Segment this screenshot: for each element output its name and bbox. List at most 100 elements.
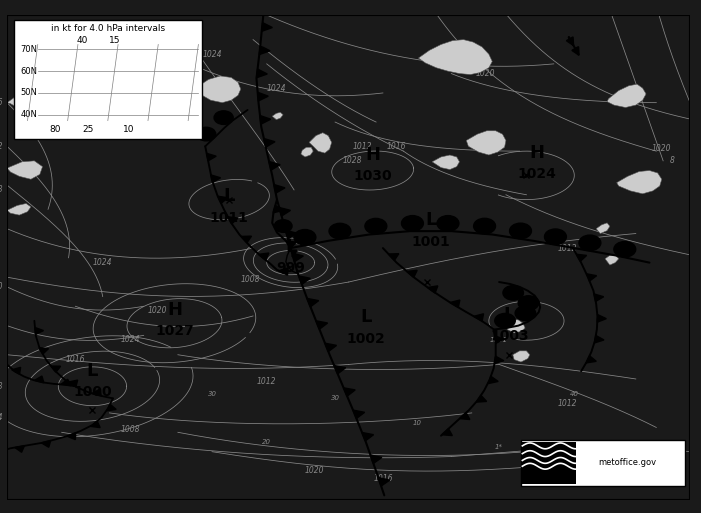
Polygon shape (197, 76, 240, 103)
Polygon shape (586, 356, 597, 363)
Text: 1008: 1008 (0, 382, 4, 391)
Polygon shape (34, 376, 43, 383)
Polygon shape (273, 205, 283, 213)
Text: H: H (529, 144, 544, 162)
Circle shape (437, 215, 459, 231)
Text: 30: 30 (331, 396, 339, 401)
Polygon shape (597, 314, 606, 322)
Text: 1002: 1002 (346, 332, 386, 346)
Circle shape (503, 286, 524, 300)
Polygon shape (495, 336, 504, 343)
Text: 1027: 1027 (155, 324, 194, 339)
Polygon shape (407, 270, 417, 277)
Polygon shape (450, 300, 460, 307)
Text: 60N: 60N (21, 67, 38, 75)
Text: L: L (504, 306, 515, 324)
Text: 1030: 1030 (353, 169, 392, 183)
Polygon shape (39, 348, 48, 354)
Polygon shape (489, 376, 498, 384)
Polygon shape (301, 147, 313, 157)
Polygon shape (286, 241, 297, 248)
Polygon shape (41, 441, 50, 447)
Polygon shape (607, 84, 646, 108)
Polygon shape (477, 396, 486, 402)
Polygon shape (370, 455, 382, 463)
Circle shape (474, 219, 496, 234)
Polygon shape (261, 23, 273, 31)
Circle shape (294, 229, 316, 245)
Polygon shape (51, 366, 61, 372)
Circle shape (495, 313, 515, 328)
Text: L: L (425, 211, 437, 229)
Polygon shape (466, 131, 506, 155)
Polygon shape (7, 161, 43, 179)
Circle shape (274, 220, 292, 232)
Polygon shape (92, 389, 102, 396)
Polygon shape (474, 314, 484, 321)
Text: 999: 999 (276, 262, 305, 275)
Circle shape (579, 235, 601, 251)
Polygon shape (513, 351, 530, 362)
Text: 1016: 1016 (387, 142, 407, 151)
Polygon shape (15, 446, 25, 452)
Polygon shape (274, 185, 285, 193)
Polygon shape (316, 321, 327, 329)
Text: 1024: 1024 (267, 84, 287, 93)
Circle shape (518, 296, 538, 310)
Circle shape (365, 219, 387, 234)
Polygon shape (7, 90, 36, 108)
Polygon shape (418, 40, 492, 74)
Polygon shape (207, 153, 216, 161)
Polygon shape (279, 207, 290, 216)
Polygon shape (12, 367, 20, 374)
Polygon shape (594, 336, 604, 343)
Text: 1*: 1* (495, 444, 503, 450)
Text: 1024: 1024 (203, 50, 222, 59)
Polygon shape (218, 196, 228, 203)
Text: 1004: 1004 (0, 413, 4, 422)
Polygon shape (596, 223, 610, 233)
Text: 1036: 1036 (0, 98, 4, 107)
Text: 1012: 1012 (558, 399, 577, 408)
Polygon shape (334, 366, 346, 374)
Text: 1003: 1003 (490, 329, 529, 343)
Text: 10: 10 (123, 125, 135, 134)
Text: 1001: 1001 (411, 235, 450, 249)
Text: L: L (87, 362, 98, 380)
Polygon shape (353, 410, 365, 419)
Bar (521, 440, 685, 486)
Text: 1020: 1020 (0, 282, 4, 291)
Text: 50N: 50N (21, 88, 38, 97)
Polygon shape (269, 162, 280, 170)
Text: 1012: 1012 (257, 377, 276, 386)
Text: 10: 10 (413, 420, 421, 426)
Text: 1016: 1016 (373, 473, 393, 483)
Polygon shape (279, 268, 288, 275)
Text: 80: 80 (49, 125, 60, 134)
Text: 1020: 1020 (476, 69, 495, 78)
Circle shape (402, 215, 423, 231)
Text: 15: 15 (109, 36, 121, 45)
Polygon shape (35, 327, 43, 334)
Text: L: L (285, 238, 297, 256)
Polygon shape (90, 421, 100, 428)
Text: 1032: 1032 (0, 142, 4, 151)
Circle shape (614, 242, 636, 257)
Polygon shape (428, 286, 438, 293)
Text: 70N: 70N (21, 45, 38, 54)
Polygon shape (123, 42, 168, 70)
Circle shape (214, 111, 233, 125)
Text: 40: 40 (570, 390, 579, 397)
Polygon shape (576, 254, 587, 261)
Text: 40N: 40N (21, 110, 38, 119)
Polygon shape (505, 320, 525, 333)
Text: 25: 25 (82, 125, 93, 134)
Text: 1020: 1020 (651, 144, 671, 153)
Polygon shape (257, 69, 267, 78)
Polygon shape (432, 155, 459, 170)
Text: 1001: 1001 (490, 337, 508, 343)
Polygon shape (260, 115, 271, 124)
Bar (14, 20, 202, 139)
Polygon shape (259, 46, 270, 54)
Text: 1024: 1024 (517, 167, 556, 181)
